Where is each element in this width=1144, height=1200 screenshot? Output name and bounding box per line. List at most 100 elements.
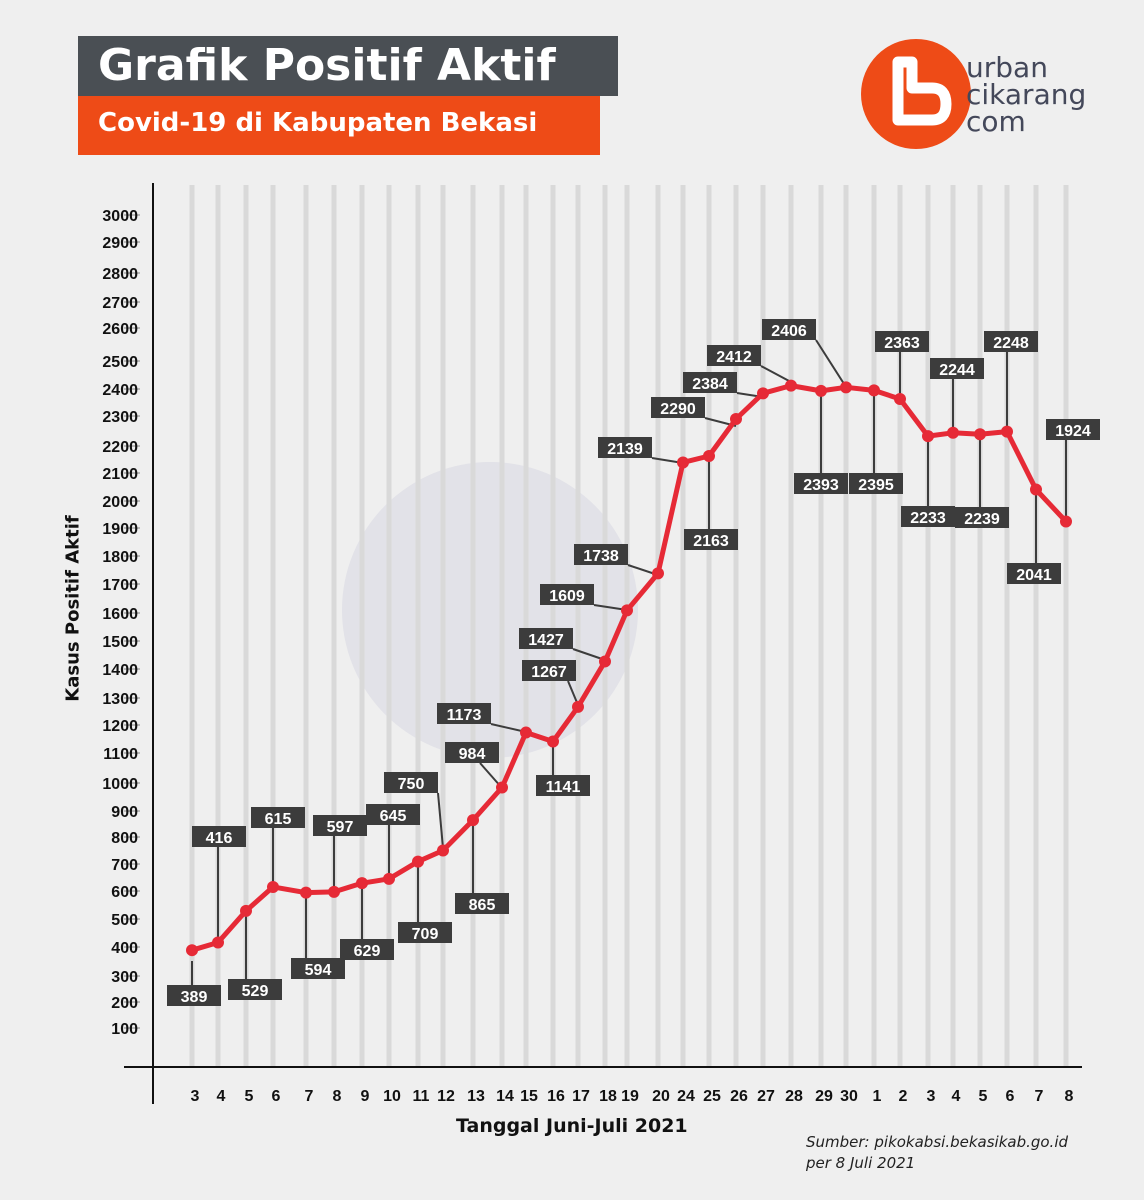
data-label: 2239	[964, 511, 1000, 528]
label-leader	[567, 680, 579, 706]
data-label: 2163	[693, 533, 729, 550]
y-axis-title: Kasus Positif Aktif	[62, 515, 84, 702]
data-label: 2244	[939, 362, 975, 379]
x-tick-label: 16	[547, 1088, 565, 1105]
y-tick-label: 2600	[102, 321, 138, 338]
data-label: 615	[265, 811, 292, 828]
logo-line-3: com	[966, 105, 1026, 138]
data-label: 597	[327, 819, 354, 836]
data-label: 709	[412, 926, 439, 943]
x-tick-label: 8	[1065, 1088, 1074, 1105]
data-point	[599, 655, 611, 668]
source-line-1: Sumber: pikokabsi.bekasikab.go.id	[806, 1133, 1069, 1151]
data-label-box	[684, 529, 738, 550]
data-label-box	[849, 473, 903, 494]
data-label-box	[437, 703, 491, 724]
data-point	[730, 413, 742, 425]
data-point	[815, 384, 827, 397]
data-label: 750	[398, 776, 425, 793]
data-label-box	[540, 584, 594, 605]
data-label: 2290	[660, 401, 696, 418]
data-label: 1924	[1055, 423, 1091, 440]
title-banner	[78, 36, 618, 96]
x-tick-label: 3	[927, 1088, 936, 1105]
y-tick-label: 1200	[102, 718, 138, 735]
x-tick-label: 8	[333, 1088, 342, 1105]
data-label: 2406	[771, 323, 807, 340]
x-tick-label: 25	[703, 1088, 721, 1105]
x-tick-label: 4	[952, 1088, 961, 1105]
y-tick-label: 200	[111, 995, 138, 1012]
y-tick-label: 800	[111, 830, 138, 847]
data-label: 2041	[1016, 567, 1052, 584]
data-label-box	[651, 397, 705, 418]
data-point	[383, 872, 395, 885]
x-tick-label: 7	[305, 1088, 314, 1105]
data-label: 2395	[858, 477, 894, 494]
x-tick-label: 10	[383, 1088, 401, 1105]
y-tick-label: 1100	[103, 746, 138, 763]
x-tick-label: 5	[979, 1088, 988, 1105]
data-label: 865	[469, 897, 496, 914]
data-label-box	[794, 473, 848, 494]
data-point	[186, 944, 198, 957]
data-point	[868, 384, 880, 397]
data-label: 2233	[910, 510, 946, 527]
subtitle-banner	[78, 96, 600, 155]
y-tick-label: 2300	[102, 409, 138, 426]
data-point	[572, 700, 584, 713]
y-tick-label: 1500	[102, 634, 138, 651]
y-tick-label: 1000	[102, 776, 138, 793]
x-tick-label: 15	[520, 1088, 538, 1105]
x-tick-label: 2	[899, 1088, 908, 1105]
data-label-box	[291, 958, 345, 979]
x-tick-label: 12	[437, 1088, 455, 1105]
data-label-box	[366, 804, 420, 825]
y-tick-label: 2900	[102, 235, 138, 252]
data-point	[496, 781, 508, 794]
x-tick-label: 18	[599, 1088, 617, 1105]
data-label: 2248	[993, 335, 1029, 352]
label-leader	[815, 339, 847, 388]
x-tick-label: 11	[413, 1088, 430, 1105]
y-tick-label: 500	[111, 912, 138, 929]
data-label-box	[313, 815, 367, 836]
chart-title: Grafik Positif Aktif	[98, 40, 556, 91]
x-tick-label: 13	[467, 1088, 485, 1105]
y-tick-label: 2100	[102, 466, 138, 483]
data-label-box	[192, 826, 246, 847]
y-tick-label: 2200	[102, 439, 138, 456]
data-point	[621, 604, 633, 617]
data-label: 645	[380, 808, 407, 825]
data-label: 1738	[583, 548, 619, 565]
data-label-box	[398, 922, 452, 943]
data-point	[840, 381, 852, 394]
data-label-box	[340, 939, 394, 960]
data-label: 2384	[692, 376, 728, 393]
data-label-box	[955, 507, 1009, 528]
data-label-box	[519, 628, 573, 649]
x-tick-label: 24	[677, 1088, 695, 1105]
data-label-box	[522, 660, 576, 681]
y-tick-label: 2800	[102, 266, 138, 283]
label-leader	[437, 792, 444, 849]
data-label: 1173	[447, 707, 482, 724]
source-line-2: per 8 Juli 2021	[806, 1154, 916, 1172]
data-label-box	[167, 985, 221, 1006]
data-point	[1001, 425, 1013, 438]
y-tick-label: 300	[111, 969, 138, 986]
y-axis-title-wrap: Kasus Positif Aktif	[63, 514, 84, 704]
logo-line-1: urban	[966, 51, 1048, 84]
data-label-box	[875, 331, 929, 352]
data-label-box	[598, 437, 652, 458]
data-point	[267, 880, 279, 893]
data-point	[677, 456, 689, 469]
x-tick-label: 4	[217, 1088, 226, 1105]
data-label-box	[536, 775, 590, 796]
data-point	[894, 392, 906, 405]
data-point	[212, 936, 224, 949]
data-label-box	[901, 506, 955, 527]
x-tick-label: 7	[1035, 1088, 1044, 1105]
data-label-box	[574, 544, 628, 565]
